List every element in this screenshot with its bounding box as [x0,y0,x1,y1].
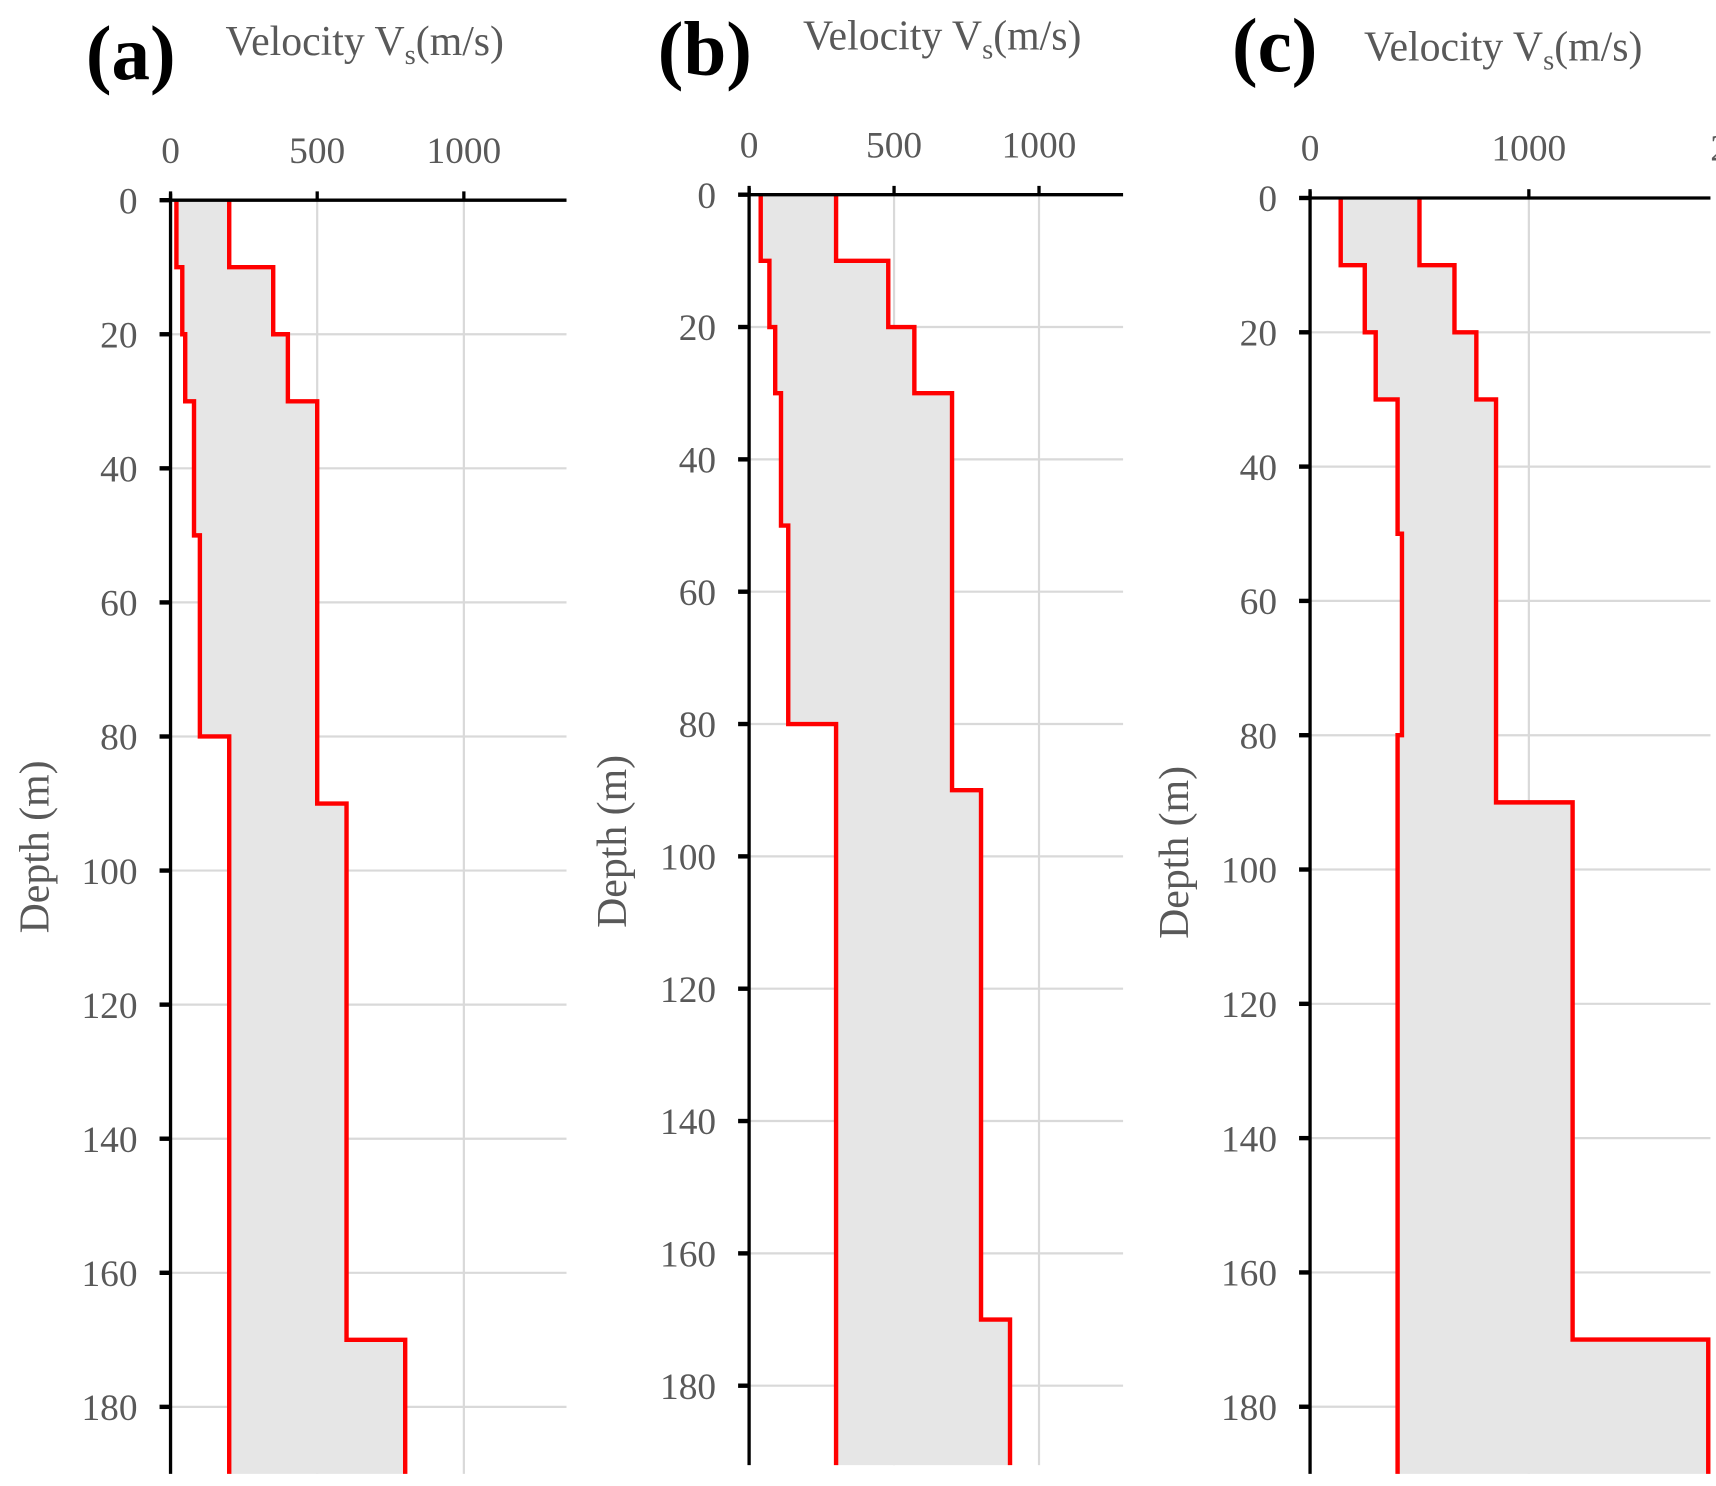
y-tick-label: 0 [697,176,716,217]
x-tick-label: 1000 [1002,125,1077,166]
y-tick-label: 40 [1240,448,1277,489]
y-tick-label: 20 [679,308,716,349]
y-tick-label: 120 [660,970,716,1011]
x-tick-label: 0 [740,125,759,166]
min-velocity-line [758,194,839,1466]
velocity-range-fill [1340,197,1709,1474]
y-tick-label: 140 [1221,1119,1277,1160]
x-axis-title: Velocity Vs(m/s) [1364,24,1642,76]
x-axis-title: Velocity Vs(m/s) [803,13,1081,65]
max-velocity-line [1417,197,1711,1474]
velocity-range-fill [760,194,1011,1466]
y-axis-title: Depth (m) [1152,766,1198,939]
x-tick-label: 500 [866,125,922,166]
y-tick-label: 20 [1240,313,1277,354]
min-velocity-line [174,200,232,1474]
x-tick-label: 1000 [426,131,501,172]
y-axis-title: Depth (m) [12,760,58,933]
y-tick-label: 60 [1240,582,1277,623]
max-velocity-line [833,194,1013,1466]
panel-label: (a) [86,10,176,96]
x-tick-label: 2000 [1710,129,1716,170]
x-tick-label: 0 [1301,129,1320,170]
x-axis-title: Velocity Vs(m/s) [226,19,504,71]
panel-c: 0 1000 2000 0 20 40 60 80 100 120 140 160 180 (c) Velo… [1152,2,1716,1474]
panel-b: 0 500 1000 0 20 40 60 80 100 120 140 160 180 (b) Veloc… [590,6,1124,1466]
y-tick-label: 80 [679,705,716,746]
y-tick-label: 100 [660,838,716,879]
y-tick-label: 160 [81,1254,137,1295]
x-tick-label: 500 [289,131,345,172]
y-tick-label: 140 [660,1102,716,1143]
y-tick-label: 160 [660,1235,716,1276]
y-tick-label: 180 [81,1388,137,1429]
panel-label: (b) [658,6,752,92]
x-tick-label: 0 [161,131,180,172]
y-tick-label: 40 [679,441,716,482]
y-tick-label: 20 [100,315,137,356]
y-tick-label: 0 [119,181,138,222]
y-tick-label: 120 [81,986,137,1027]
y-axis-title: Depth (m) [590,755,636,928]
panel-a: 0 500 1000 0 20 40 60 80 100 120 140 160 180 (a) Veloc… [12,10,567,1474]
max-velocity-line [227,200,408,1474]
x-tick-label: 1000 [1491,129,1566,170]
y-tick-label: 120 [1221,985,1277,1026]
min-velocity-line [1338,197,1405,1474]
panel-label: (c) [1232,2,1317,88]
y-tick-label: 160 [1221,1254,1277,1295]
y-tick-label: 60 [679,573,716,614]
y-tick-label: 40 [100,450,137,491]
y-tick-label: 100 [1221,851,1277,892]
y-tick-label: 80 [100,718,137,759]
y-tick-label: 140 [81,1120,137,1161]
velocity-range-fill [176,200,406,1474]
y-tick-label: 0 [1258,179,1277,220]
y-tick-label: 80 [1240,716,1277,757]
y-tick-label: 60 [100,584,137,625]
y-tick-label: 100 [81,852,137,893]
y-tick-label: 180 [660,1367,716,1408]
y-tick-label: 180 [1221,1388,1277,1429]
